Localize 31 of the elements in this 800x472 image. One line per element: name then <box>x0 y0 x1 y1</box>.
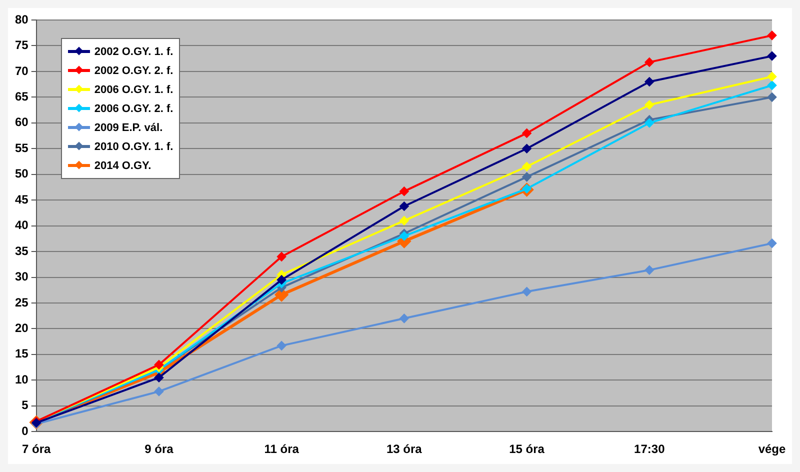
x-tick-label: 7 óra <box>22 442 52 456</box>
x-tick-label: 17:30 <box>634 442 666 456</box>
y-tick-label: 0 <box>22 424 29 438</box>
y-tick-label: 10 <box>14 372 29 386</box>
legend-label: 2006 O.GY. 1. f. <box>94 84 174 96</box>
legend-label: 2010 O.GY. 1. f. <box>94 140 174 152</box>
y-tick-label: 70 <box>14 64 29 78</box>
legend-label: 2009 E.P. vál. <box>94 122 163 134</box>
legend-label: 2002 O.GY. 2. f. <box>94 64 174 76</box>
y-tick-label: 55 <box>14 140 29 155</box>
y-tick-label: 60 <box>14 115 29 130</box>
y-tick-label: 20 <box>14 321 29 336</box>
x-tick-label: 13 óra <box>386 442 422 456</box>
y-tick-label: 35 <box>14 244 29 258</box>
y-tick-label: 50 <box>14 166 29 181</box>
x-tick-label: 11 óra <box>264 442 300 456</box>
legend-label: 2014 O.GY. <box>94 160 152 172</box>
legend-label: 2002 O.GY. 1. f. <box>94 46 174 58</box>
y-tick-label: 65 <box>14 89 29 104</box>
y-tick-label: 30 <box>14 270 29 284</box>
y-tick-label: 40 <box>14 218 29 232</box>
legend-label: 2006 O.GY. 2. f. <box>94 102 174 114</box>
y-tick-label: 80 <box>14 12 29 26</box>
y-tick-label: 15 <box>14 346 29 361</box>
y-tick-label: 25 <box>14 295 29 310</box>
x-tick-label: vége <box>758 442 786 456</box>
y-tick-label: 45 <box>14 192 29 206</box>
x-tick-label: 15 óra <box>509 442 545 456</box>
x-tick-label: 9 óra <box>144 442 174 456</box>
y-tick-label: 75 <box>14 38 29 52</box>
y-tick-label: 5 <box>22 398 29 412</box>
